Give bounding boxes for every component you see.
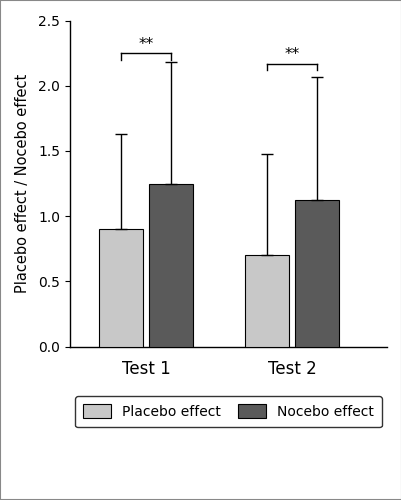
Text: **: ** [138, 37, 153, 52]
Text: **: ** [284, 47, 299, 62]
Bar [99, 229, 143, 346]
Y-axis label: Placebo effect / Nocebo effect: Placebo effect / Nocebo effect [15, 74, 30, 293]
Bar [148, 184, 192, 346]
Legend: Placebo effect, Nocebo effect: Placebo effect, Nocebo effect [75, 396, 381, 428]
Bar [294, 200, 338, 346]
Bar [245, 255, 288, 346]
